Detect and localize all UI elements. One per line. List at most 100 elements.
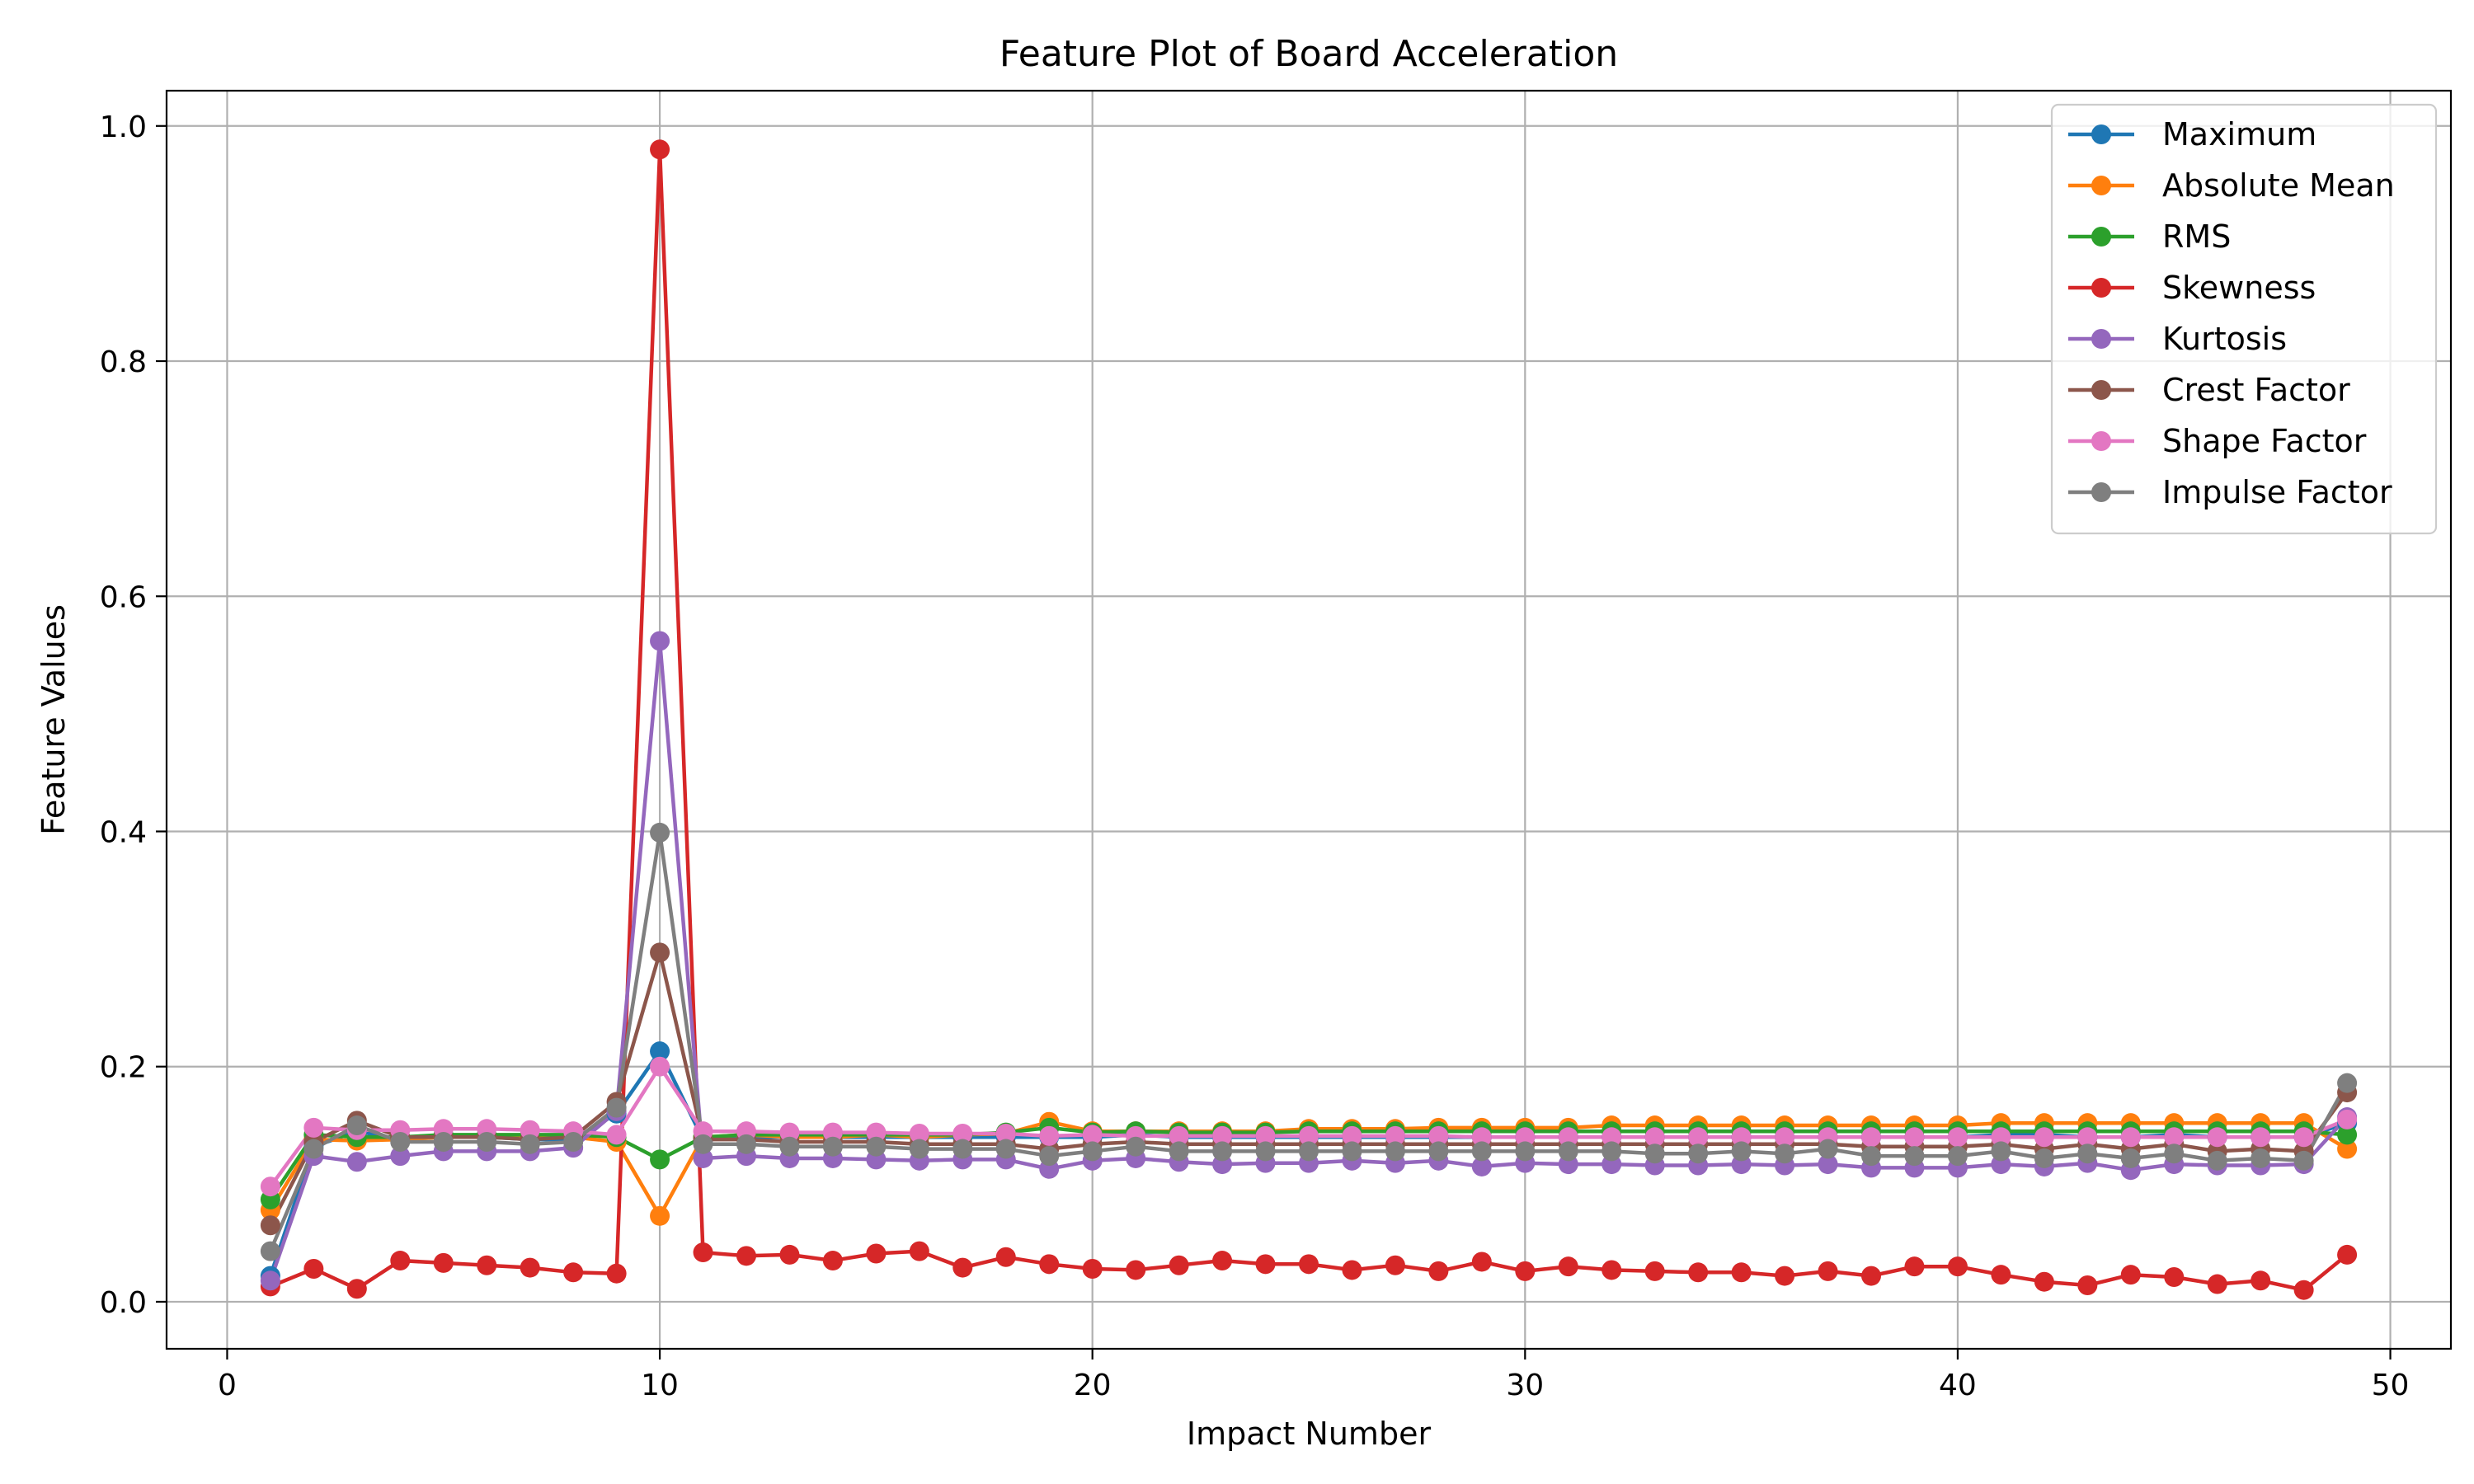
series-points-kurtosis — [260, 631, 2358, 1291]
data-point — [909, 1124, 929, 1144]
x-axis-ticks: 0 10 20 30 40 50 — [218, 1349, 2409, 1402]
data-point — [909, 1139, 929, 1159]
data-point — [693, 1148, 713, 1168]
data-point — [563, 1262, 584, 1283]
data-point — [779, 1244, 800, 1265]
y-tick-label: 0.6 — [100, 580, 147, 614]
data-point — [736, 1134, 756, 1154]
legend-marker — [2091, 124, 2111, 144]
data-point — [1991, 1141, 2011, 1162]
data-point — [2337, 1125, 2358, 1145]
y-tick-label: 0.0 — [100, 1286, 147, 1320]
data-point — [303, 1259, 324, 1280]
legend-marker — [2091, 176, 2111, 195]
data-point — [1082, 1141, 1103, 1162]
data-point — [1602, 1260, 1622, 1280]
data-point — [2293, 1127, 2314, 1148]
series-points-impulse-factor — [260, 822, 2358, 1261]
data-point — [1688, 1144, 1709, 1164]
data-point — [693, 1134, 713, 1154]
data-point — [650, 1149, 670, 1170]
legend-label: RMS — [2162, 218, 2231, 255]
data-point — [606, 1263, 627, 1284]
x-tick-label: 0 — [218, 1369, 237, 1402]
data-point — [650, 139, 670, 160]
data-point — [606, 1097, 627, 1118]
data-point — [1688, 1127, 1709, 1148]
data-point — [1299, 1254, 1319, 1275]
series-points-skewness — [260, 139, 2358, 1300]
legend-item: Kurtosis — [2068, 321, 2287, 357]
data-point — [1471, 1156, 1492, 1176]
data-point — [1558, 1127, 1578, 1148]
data-point — [1126, 1260, 1146, 1280]
legend-label: Kurtosis — [2162, 321, 2287, 357]
data-point — [2251, 1148, 2271, 1168]
data-point — [520, 1257, 540, 1278]
data-point — [822, 1136, 843, 1157]
data-point — [1385, 1255, 1405, 1275]
data-point — [1558, 1256, 1578, 1277]
data-point — [1818, 1139, 1838, 1159]
legend-item: Maximum — [2068, 116, 2316, 153]
data-point — [2034, 1148, 2054, 1168]
data-point — [1385, 1125, 1405, 1146]
data-point — [650, 1041, 670, 1062]
data-point — [1126, 1136, 1146, 1157]
data-point — [2120, 1127, 2141, 1148]
data-point — [477, 1131, 497, 1152]
data-point — [1904, 1146, 1925, 1167]
data-point — [779, 1136, 800, 1157]
data-point — [952, 1124, 973, 1144]
y-tick-label: 0.8 — [100, 345, 147, 379]
data-point — [303, 1117, 324, 1138]
data-point — [1861, 1266, 1882, 1286]
data-point — [1471, 1252, 1492, 1272]
data-point — [650, 1056, 670, 1077]
series-points-shape-factor — [260, 1056, 2358, 1197]
y-tick-label: 1.0 — [100, 110, 147, 144]
data-point — [1169, 1141, 1189, 1162]
legend-label: Shape Factor — [2162, 423, 2367, 459]
legend-box — [2050, 103, 2438, 535]
legend-marker — [2091, 431, 2111, 451]
data-point — [1818, 1261, 1838, 1281]
data-point — [650, 1205, 670, 1226]
data-point — [952, 1139, 973, 1159]
data-point — [1731, 1127, 1752, 1148]
data-point — [650, 822, 670, 843]
plot-frame — [165, 89, 2453, 1350]
data-point — [1212, 1251, 1233, 1271]
legend-label: Crest Factor — [2162, 372, 2350, 408]
data-point — [866, 1243, 887, 1264]
data-point — [2077, 1144, 2098, 1164]
data-point — [2293, 1150, 2314, 1171]
legend-marker — [2091, 329, 2111, 349]
data-point — [1212, 1125, 1233, 1146]
data-point — [1947, 1127, 1968, 1148]
data-point — [260, 1270, 280, 1291]
data-point — [2034, 1127, 2054, 1148]
data-point — [1731, 1262, 1752, 1283]
data-point — [1255, 1141, 1276, 1162]
legend-item: Absolute Mean — [2068, 167, 2395, 204]
data-point — [1428, 1141, 1449, 1162]
data-point — [390, 1251, 411, 1271]
data-point — [1082, 1125, 1103, 1145]
data-point — [1515, 1141, 1536, 1162]
data-point — [2120, 1148, 2141, 1168]
data-point — [1775, 1144, 1795, 1164]
legend-item: RMS — [2068, 218, 2231, 255]
data-point — [736, 1246, 756, 1266]
data-point — [260, 1215, 280, 1236]
data-point — [779, 1122, 800, 1143]
data-point — [260, 1176, 280, 1197]
data-point — [1385, 1141, 1405, 1162]
legend-item: Shape Factor — [2068, 423, 2367, 459]
data-point — [2251, 1127, 2271, 1148]
legend-item: Crest Factor — [2068, 372, 2350, 408]
data-point — [1255, 1125, 1276, 1146]
data-point — [822, 1251, 843, 1271]
data-point — [693, 1242, 713, 1263]
y-tick-label: 0.2 — [100, 1051, 147, 1085]
